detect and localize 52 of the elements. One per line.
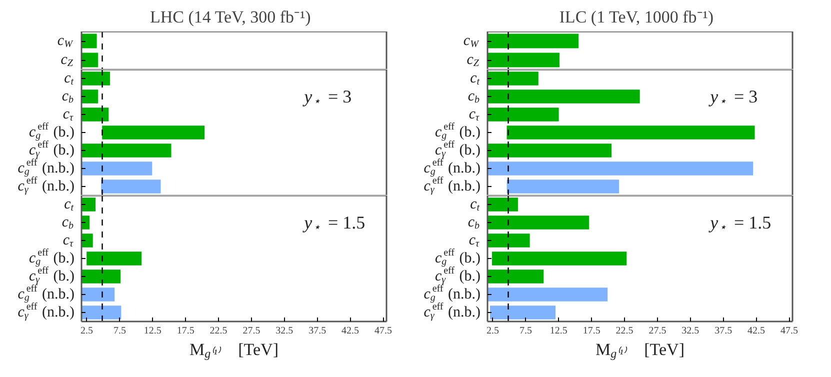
bar [101, 124, 206, 140]
x-tick-label: 42.5 [342, 326, 360, 336]
chart-title: ILC (1 TeV, 1000 fb⁻¹) [559, 8, 714, 26]
bar [487, 232, 531, 248]
x-tick-label: 12.5 [550, 326, 568, 336]
x-tick-label: 7.5 [113, 326, 126, 336]
annotation: y⋆ = 3 [302, 86, 352, 108]
bar [487, 286, 609, 302]
bar [81, 196, 96, 212]
bar [506, 178, 620, 194]
x-tick-label: 37.5 [308, 326, 326, 336]
x-tick-label: 27.5 [648, 326, 666, 336]
bar [100, 178, 162, 194]
bar [487, 268, 545, 284]
x-tick-label: 2.5 [80, 326, 94, 336]
annotation: y⋆ = 1.5 [302, 212, 366, 234]
chart-title: LHC (14 TeV, 300 fb⁻¹) [150, 8, 311, 26]
bar [81, 106, 110, 122]
bar [487, 88, 641, 104]
x-tick-label: 42.5 [748, 326, 766, 336]
bar [487, 70, 540, 86]
x-tick-label: 7.5 [519, 326, 532, 336]
bar [86, 250, 143, 266]
bar [490, 250, 628, 266]
x-tick-label: 2.5 [486, 326, 500, 336]
x-tick-label: 32.5 [682, 326, 700, 336]
bar [81, 286, 116, 302]
bar [487, 160, 754, 176]
bar [81, 160, 154, 176]
x-tick-label: 27.5 [242, 326, 260, 336]
bar [487, 214, 590, 230]
bar [487, 196, 519, 212]
x-tick-label: 22.5 [210, 326, 228, 336]
bar [487, 106, 560, 122]
bar [488, 304, 557, 320]
x-tick-label: 47.5 [780, 326, 798, 336]
x-tick-label: 32.5 [276, 326, 294, 336]
bar [81, 268, 122, 284]
annotation: y⋆ = 3 [708, 86, 758, 108]
x-tick-label: 47.5 [374, 326, 392, 336]
bar [81, 70, 111, 86]
bar [487, 142, 613, 158]
bar [81, 304, 122, 320]
bar [506, 124, 756, 140]
annotation: y⋆ = 1.5 [708, 212, 772, 234]
x-tick-label: 37.5 [714, 326, 732, 336]
x-tick-label: 17.5 [582, 326, 600, 336]
x-tick-label: 22.5 [616, 326, 634, 336]
x-tick-label: 17.5 [176, 326, 194, 336]
bar [81, 88, 100, 104]
x-tick-label: 12.5 [144, 326, 162, 336]
bar [81, 142, 172, 158]
